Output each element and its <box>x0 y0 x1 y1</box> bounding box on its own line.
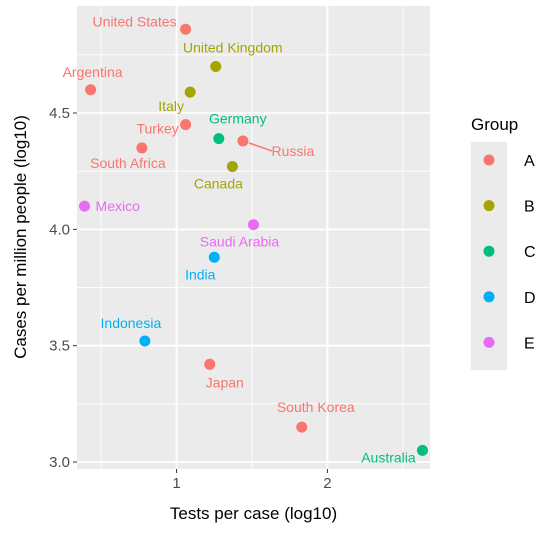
x-tick-label: 1 <box>172 475 180 492</box>
point-label: Germany <box>209 111 267 127</box>
y-tick-label: 3.0 <box>49 454 70 471</box>
x-axis-title: Tests per case (log10) <box>170 504 337 523</box>
point-label: India <box>185 266 216 282</box>
data-point <box>180 23 192 35</box>
label-connector <box>248 142 273 152</box>
data-point <box>296 421 308 433</box>
legend-key-label: A <box>524 153 535 170</box>
point-label: Japan <box>206 374 244 390</box>
y-tick-label: 3.5 <box>49 338 70 355</box>
y-axis-title: Cases per million people (log10) <box>11 115 30 359</box>
legend-key-label: E <box>524 335 535 352</box>
data-point <box>248 219 259 231</box>
point-label: Mexico <box>96 198 141 214</box>
y-axis: 3.0 3.5 4.0 4.5 <box>49 105 77 471</box>
legend: Group A B C D E <box>471 115 536 370</box>
plot-panel <box>77 6 430 469</box>
data-point <box>139 335 151 347</box>
data-points <box>79 23 428 456</box>
data-point <box>416 444 428 456</box>
data-point <box>180 119 192 131</box>
data-point <box>184 86 196 98</box>
legend-key-label: C <box>524 244 536 261</box>
y-tick-label: 4.0 <box>49 221 70 238</box>
legend-key-point <box>483 154 495 166</box>
legend-key-point <box>483 200 495 212</box>
data-point <box>79 200 91 212</box>
x-tick-label: 2 <box>323 475 331 492</box>
data-point <box>204 358 216 370</box>
point-label: Turkey <box>136 121 178 137</box>
point-label: Saudi Arabia <box>200 234 280 250</box>
point-label: Argentina <box>63 64 123 80</box>
point-label: South Africa <box>90 155 166 171</box>
data-point <box>85 84 97 96</box>
point-label: United Kingdom <box>183 39 283 55</box>
data-point <box>226 161 238 173</box>
y-tick-label: 4.5 <box>49 105 70 122</box>
data-point <box>237 135 249 147</box>
data-point <box>210 60 222 72</box>
point-label: United States <box>93 13 177 29</box>
legend-key-label: B <box>524 199 535 216</box>
major-gridlines <box>77 6 430 469</box>
legend-key-point <box>483 291 495 303</box>
legend-key-point <box>483 245 495 257</box>
data-point <box>136 142 148 154</box>
legend-key-point <box>483 336 495 348</box>
point-labels: United States United Kingdom Argentina Ital… <box>63 13 416 465</box>
point-label: Russia <box>272 143 315 159</box>
data-point <box>208 251 220 263</box>
point-label: South Korea <box>277 399 355 415</box>
legend-keys: A B C D E <box>471 142 536 370</box>
label-connectors <box>248 142 273 152</box>
minor-gridlines <box>77 6 430 469</box>
data-point <box>213 133 225 145</box>
legend-key-label: D <box>524 290 536 307</box>
legend-title: Group <box>471 115 518 134</box>
point-label: Indonesia <box>101 315 162 331</box>
point-label: Italy <box>158 98 184 114</box>
point-label: Australia <box>361 449 416 465</box>
point-label: Canada <box>194 176 243 192</box>
